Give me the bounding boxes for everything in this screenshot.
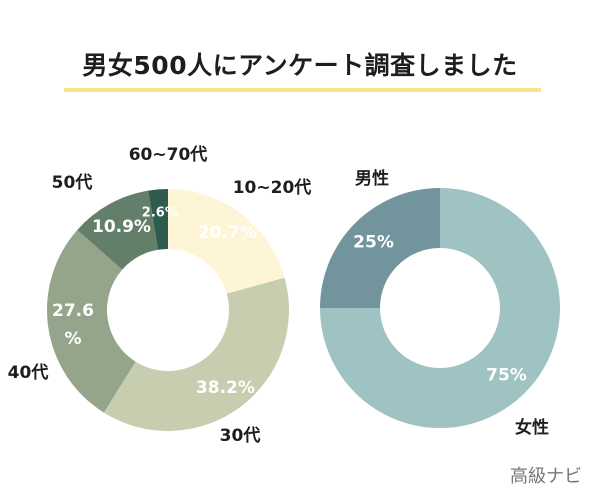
age-value-label-3: 10.9% [92, 217, 151, 237]
age-value-label-4: 2.6% [142, 205, 178, 220]
age-category-label-3: 50代 [52, 172, 93, 193]
gender-slice-0 [320, 188, 560, 428]
title-underline [64, 88, 541, 92]
age-category-label-0: 10~20代 [233, 177, 312, 198]
gender-category-label-0: 女性 [515, 417, 549, 438]
age-slice-0 [168, 189, 285, 294]
age-category-label-1: 30代 [220, 425, 261, 446]
age-category-label-2: 40代 [8, 362, 49, 383]
gender-slice-1 [320, 188, 440, 308]
watermark: 高級ナビ [510, 466, 582, 487]
age-value-label-1: 38.2% [196, 378, 255, 398]
age-donut-chart: 20.7% 10~20代 38.2% 30代 27.6 %40代 10.9% 50代 2.6% 6… [8, 144, 312, 446]
age-value-label-0: 20.7% [198, 223, 257, 243]
age-category-label-4: 60~70代 [129, 144, 208, 165]
age-slice-4 [148, 189, 168, 250]
gender-category-label-1: 男性 [355, 168, 389, 189]
gender-value-label-1: 25% [353, 233, 394, 253]
age-slice-1 [103, 277, 289, 431]
age-slice-3 [77, 190, 159, 270]
chart-title: 男女500人にアンケート調査しました [82, 51, 518, 80]
gender-value-label-0: 75% [486, 365, 527, 385]
gender-donut-chart: 75% 女性 25% 男性 [320, 168, 560, 438]
age-value-label-2: 27.6% [52, 301, 94, 349]
age-slice-2 [46, 229, 136, 413]
